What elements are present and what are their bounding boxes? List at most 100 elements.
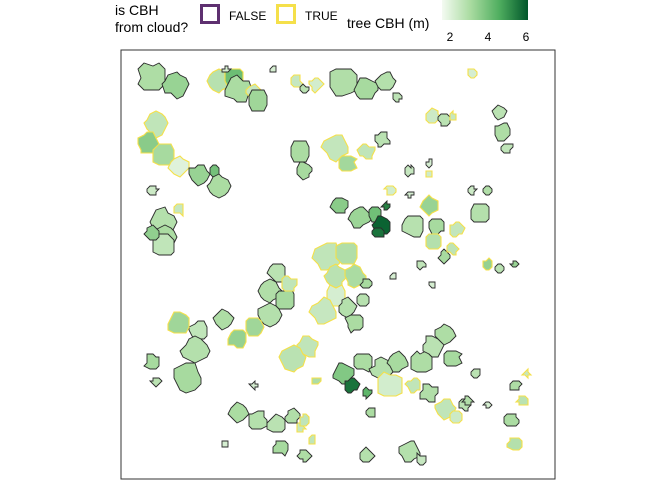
tree-crown xyxy=(173,362,202,394)
tree-crown xyxy=(299,83,310,94)
tree-crown xyxy=(143,224,160,241)
tree-crown xyxy=(278,344,307,373)
legend-color-gradient xyxy=(442,0,528,20)
legend-true-label: TRUE xyxy=(305,9,338,23)
tree-crown xyxy=(437,248,451,265)
tree-crown xyxy=(308,77,325,94)
tree-crown xyxy=(425,107,442,124)
tree-crown xyxy=(221,440,229,448)
tree-crown xyxy=(401,215,424,238)
tree-crown xyxy=(374,71,397,91)
tree-crown xyxy=(296,161,313,181)
tree-crown xyxy=(443,350,463,367)
tree-crown xyxy=(299,413,310,427)
tree-crown xyxy=(338,155,358,172)
tree-crown xyxy=(482,257,493,271)
tree-crown xyxy=(377,371,403,397)
tree-crown xyxy=(344,377,361,394)
tree-crown xyxy=(362,386,373,401)
tree-crown xyxy=(179,335,211,364)
tree-crown xyxy=(371,227,385,238)
tree-crown xyxy=(206,173,232,199)
legend-tick-label: 4 xyxy=(484,30,492,44)
tree-crown xyxy=(467,68,478,79)
tree-crown xyxy=(403,191,415,199)
tree-crown xyxy=(419,194,439,217)
legend-cbh-title: is CBH from cloud? xyxy=(115,2,189,35)
tree-crown xyxy=(272,440,289,457)
tree-crown xyxy=(428,218,445,235)
tree-crown xyxy=(227,329,247,349)
tree-crown xyxy=(167,155,190,178)
tree-crown xyxy=(379,199,391,211)
legend-tick-label: 6 xyxy=(522,30,530,44)
tree-crown xyxy=(248,410,268,430)
tree-crown xyxy=(389,272,397,280)
tree-crown xyxy=(467,185,479,196)
tree-crown xyxy=(152,233,175,256)
tree-crown xyxy=(404,163,415,178)
tree-crown xyxy=(503,413,520,427)
tree-crown xyxy=(491,104,508,121)
tree-crown xyxy=(161,71,190,100)
tree-crown xyxy=(481,401,493,409)
tree-crown xyxy=(416,451,427,466)
tree-crown xyxy=(508,260,520,268)
tree-crown xyxy=(494,263,505,274)
tree-crown xyxy=(404,377,421,394)
tree-crown xyxy=(509,380,523,391)
tree-crown xyxy=(353,353,373,373)
tree-crown xyxy=(365,407,376,418)
tree-crown xyxy=(482,185,493,196)
tree-crown xyxy=(137,62,166,91)
tree-crown xyxy=(247,379,259,392)
tree-crown xyxy=(248,89,268,112)
tree-crown xyxy=(269,65,277,73)
tree-crown xyxy=(146,185,161,196)
tree-crown xyxy=(494,122,511,142)
tree-crown xyxy=(449,109,457,121)
tree-crown xyxy=(356,143,376,160)
legend-height-title: tree CBH (m) xyxy=(347,15,430,31)
tree-crown xyxy=(347,206,373,229)
legend-tick-label: 2 xyxy=(446,30,454,44)
tree-crown xyxy=(386,350,409,373)
tree-crown xyxy=(167,311,190,334)
tree-crown xyxy=(446,242,460,256)
tree-crown xyxy=(281,275,298,292)
tree-crown xyxy=(257,302,283,328)
tree-crown xyxy=(514,395,529,406)
tree-crown xyxy=(311,377,322,385)
tree-crown xyxy=(227,401,250,424)
tree-crown xyxy=(449,410,463,424)
tree-crown xyxy=(520,367,533,380)
tree-crown xyxy=(329,68,358,97)
tree-crown xyxy=(419,383,439,403)
tree-crown xyxy=(188,320,208,340)
tree-crown xyxy=(359,446,376,463)
legend-false-label: FALSE xyxy=(229,9,267,23)
tree-crown xyxy=(506,437,523,451)
legend-true-key xyxy=(276,4,296,24)
tree-crown xyxy=(470,203,490,223)
tree-crown xyxy=(143,353,160,370)
tree-crown xyxy=(173,203,184,218)
tree-crown xyxy=(425,158,433,169)
tree-crown xyxy=(308,434,316,445)
tree-crown xyxy=(428,281,436,289)
legend-false-key xyxy=(200,4,220,24)
tree-crown xyxy=(500,143,514,154)
tree-crown xyxy=(437,113,451,127)
tree-crown xyxy=(449,221,466,238)
tree-crown xyxy=(212,308,235,331)
tree-crown xyxy=(224,74,253,103)
tree-crown xyxy=(374,131,391,148)
tree-crown xyxy=(392,92,403,103)
tree-crown xyxy=(344,314,364,334)
tree-crown xyxy=(359,278,373,289)
tree-crown xyxy=(148,377,163,388)
tree-crown xyxy=(425,233,442,250)
tree-crown xyxy=(382,185,397,196)
crowns-layer xyxy=(137,62,533,466)
tree-crown xyxy=(434,323,457,346)
